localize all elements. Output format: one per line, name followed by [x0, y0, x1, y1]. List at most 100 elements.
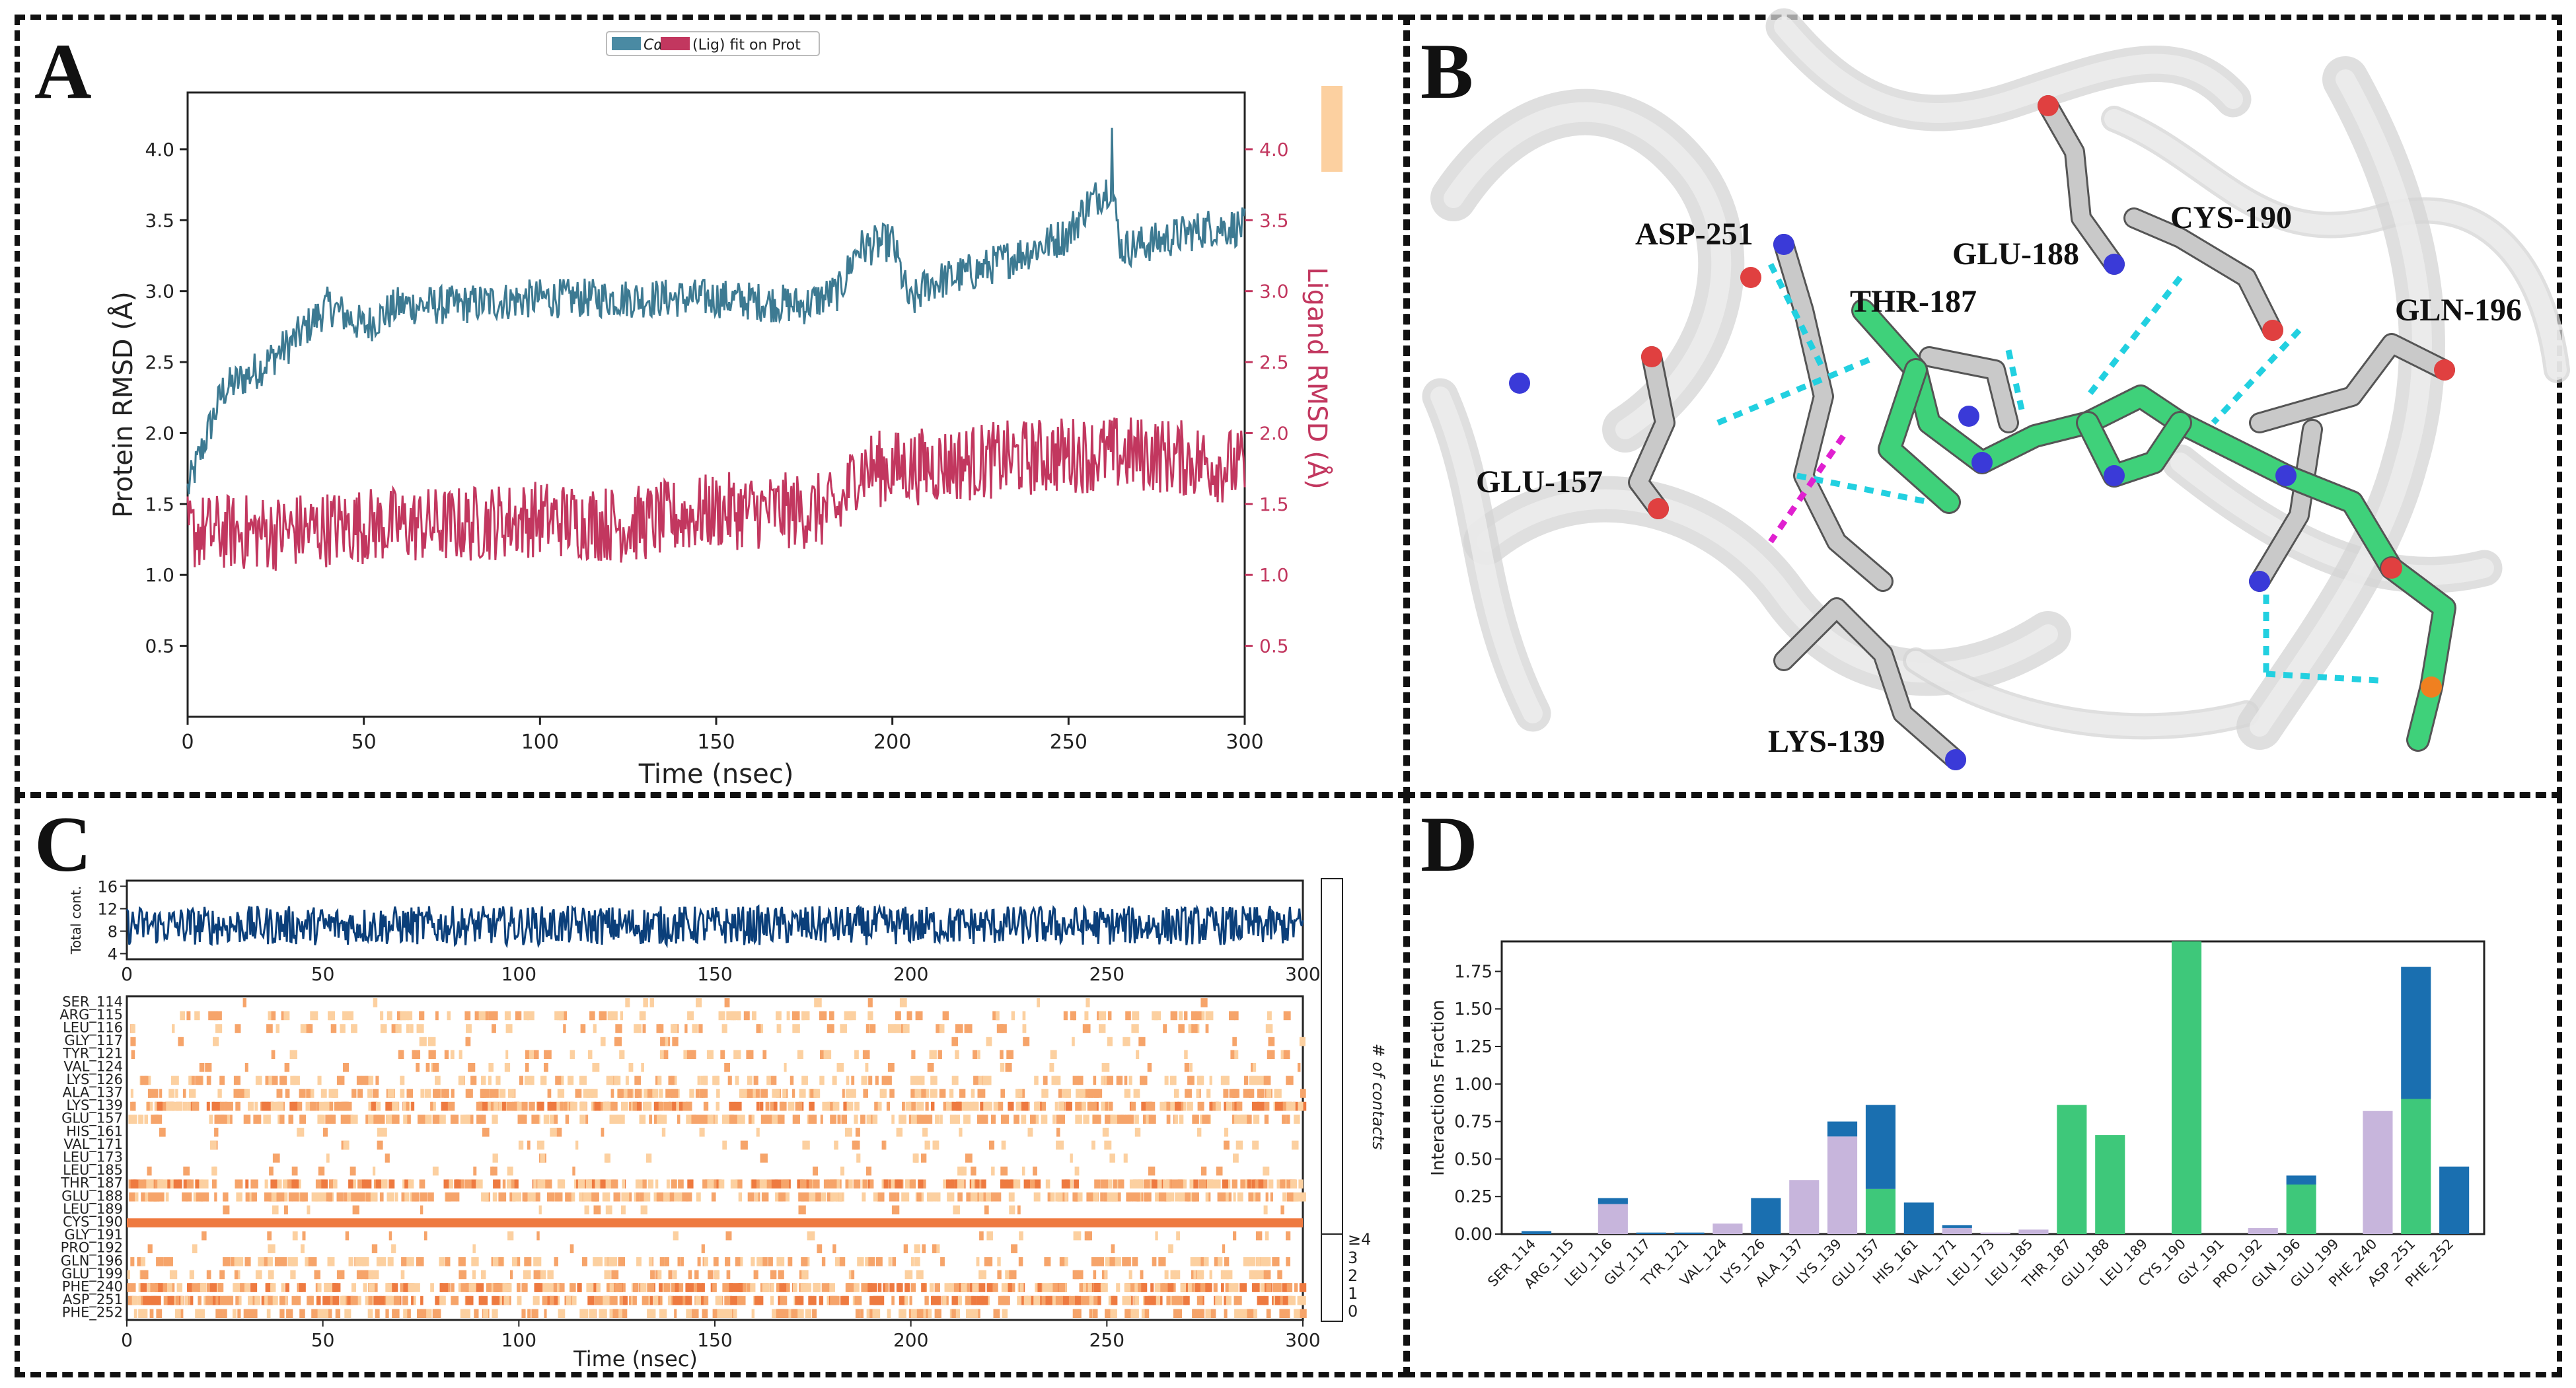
heat-mark	[749, 1050, 752, 1059]
heat-mark	[568, 1076, 574, 1085]
heat-mark	[544, 1283, 548, 1292]
heat-mark	[844, 1296, 849, 1305]
heat-mark	[1158, 1192, 1163, 1202]
heat-mark	[131, 1101, 136, 1111]
heat-mark	[910, 1283, 916, 1292]
heat-mark	[215, 1296, 219, 1305]
water-bridge-bar	[2439, 1166, 2470, 1234]
heat-mark	[188, 1076, 192, 1085]
heat-mark	[610, 1101, 615, 1111]
heat-mark	[1117, 1114, 1124, 1124]
heat-mark	[707, 1114, 712, 1124]
heat-mark	[861, 1283, 869, 1292]
heat-mark	[544, 1179, 552, 1188]
heat-mark	[392, 1283, 398, 1292]
heat-mark	[1258, 1179, 1264, 1188]
heat-mark	[380, 1024, 387, 1033]
heat-mark	[201, 1192, 209, 1202]
heat-mark	[1019, 1283, 1024, 1292]
heat-mark	[521, 1283, 528, 1292]
heat-mark	[879, 1089, 887, 1098]
heat-mark	[696, 1192, 701, 1202]
heat-mark	[671, 1024, 678, 1033]
heat-mark	[441, 1101, 449, 1111]
heat-mark	[347, 1114, 353, 1124]
heat-mark	[928, 1309, 932, 1318]
heat-mark	[914, 1244, 920, 1253]
atom	[1648, 498, 1669, 519]
heat-mark	[400, 1283, 405, 1292]
heat-mark	[614, 1037, 622, 1046]
heat-mark	[1105, 1257, 1110, 1266]
heat-mark	[498, 1101, 503, 1111]
heat-mark	[620, 1205, 626, 1215]
heat-mark	[371, 1101, 378, 1111]
heat-mark	[505, 1024, 513, 1033]
heat-mark	[1064, 1192, 1068, 1202]
heat-mark	[156, 1257, 164, 1266]
heat-mark	[407, 1309, 411, 1318]
heat-mark	[759, 1296, 764, 1305]
heat-mark	[192, 1244, 198, 1253]
heat-mark	[1107, 1257, 1115, 1266]
heat-mark	[1283, 1050, 1290, 1059]
heat-mark	[246, 1192, 250, 1202]
heat-mark	[694, 1283, 698, 1292]
heat-mark	[881, 1140, 886, 1150]
heat-mark	[1197, 1101, 1204, 1111]
heat-mark	[799, 1309, 804, 1318]
heat-mark	[608, 1283, 614, 1292]
hbond-line	[1716, 353, 1878, 426]
heat-mark	[172, 1101, 180, 1111]
heat-mark	[623, 1089, 630, 1098]
heat-mark	[488, 1011, 496, 1021]
heat-mark	[1289, 1296, 1296, 1305]
heat-mark	[187, 1101, 194, 1111]
heat-mark	[681, 1257, 684, 1266]
heat-mark	[361, 1270, 369, 1280]
heat-mark	[922, 1309, 926, 1318]
x-tick-label: 100	[501, 1329, 536, 1351]
heat-mark	[308, 1257, 314, 1266]
heat-mark	[752, 1089, 760, 1098]
heat-mark	[371, 1244, 378, 1253]
heat-mark	[283, 1011, 290, 1021]
heat-mark	[265, 1283, 272, 1292]
heat-mark	[1233, 1192, 1236, 1202]
heat-mark	[688, 1270, 692, 1280]
heat-mark	[369, 1270, 374, 1280]
heat-mark	[664, 1257, 669, 1266]
heat-mark	[447, 1011, 451, 1021]
heat-mark	[1234, 1114, 1242, 1124]
x-tick-label: 300	[1285, 1329, 1320, 1351]
heat-mark	[515, 1011, 522, 1021]
heat-mark	[840, 1024, 847, 1033]
heat-mark	[593, 1024, 597, 1033]
heat-mark	[610, 1011, 618, 1021]
heat-mark	[783, 1283, 788, 1292]
heat-mark	[1063, 1296, 1071, 1305]
heat-mark	[905, 1101, 912, 1111]
heat-mark	[704, 1114, 710, 1124]
heat-mark	[1083, 1114, 1089, 1124]
heat-mark	[1206, 1089, 1211, 1098]
y-tick-label-left: 3.5	[145, 209, 174, 231]
heat-mark	[155, 1283, 163, 1292]
heat-mark	[424, 1089, 431, 1098]
heat-mark	[1198, 1309, 1202, 1318]
y-tick-label: 16	[97, 878, 118, 896]
heat-mark	[276, 1179, 282, 1188]
legend-box	[606, 31, 820, 56]
heat-mark	[924, 1296, 929, 1305]
heat-mark	[639, 1101, 642, 1111]
heat-mark	[467, 1089, 473, 1098]
heat-mark	[937, 1192, 941, 1202]
heat-mark	[604, 1153, 609, 1163]
heat-mark	[560, 1101, 564, 1111]
heat-mark	[586, 1089, 594, 1098]
y-tick-label: 1.00	[1454, 1075, 1492, 1095]
heat-mark	[492, 1166, 497, 1176]
heat-mark	[1192, 1192, 1199, 1202]
heat-mark	[806, 1179, 812, 1188]
